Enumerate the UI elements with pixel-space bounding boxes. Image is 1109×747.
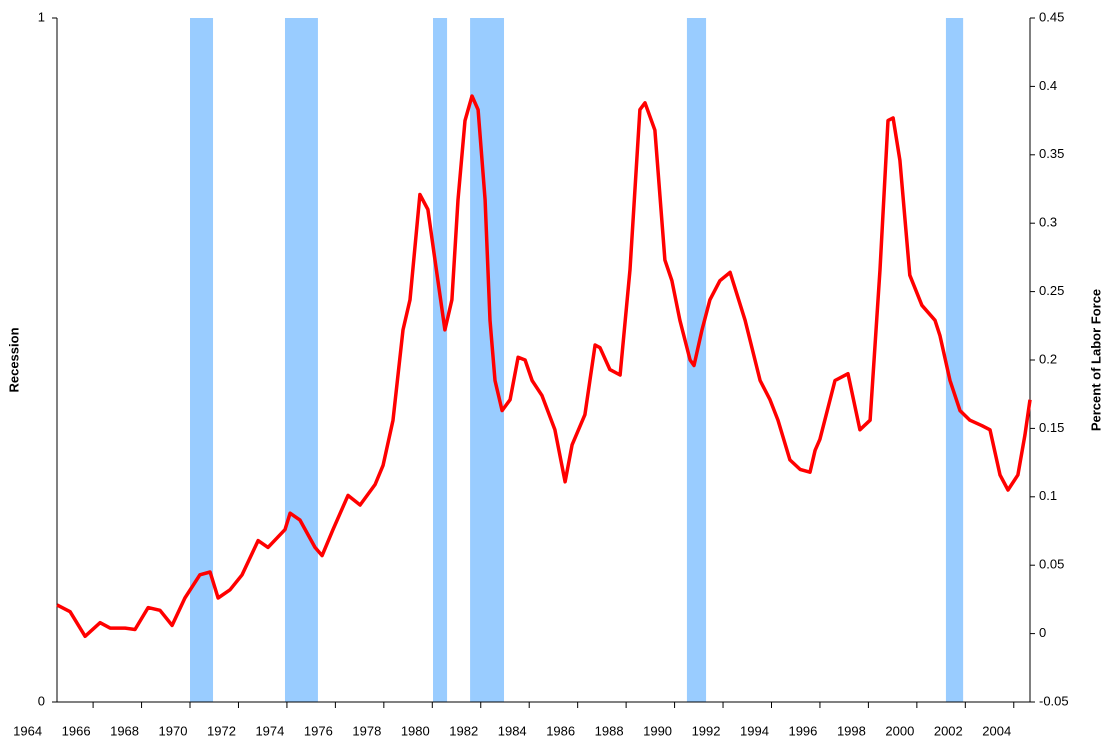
x-tick-label: 1996 [788,723,817,738]
x-tick-label: 1984 [498,723,527,738]
recession-band [284,18,318,702]
x-tick-label: 1992 [692,723,721,738]
x-tick-label: 1988 [595,723,624,738]
x-tick-label: 2000 [885,723,914,738]
x-tick-label: 2002 [934,723,963,738]
y-tick-label: 0 [38,693,45,708]
x-tick-label: 1974 [255,723,284,738]
y-axis-label: Recession [6,327,21,392]
recession-band [470,18,505,702]
y2-tick-label: 0 [1039,625,1046,640]
x-tick-label: 1980 [401,723,430,738]
x-tick-label: 1986 [546,723,575,738]
y2-tick-label: 0.15 [1039,420,1064,435]
y2-tick-label: 0.05 [1039,557,1064,572]
y2-tick-label: 0.1 [1039,488,1057,503]
y2-axis-label: Percent of Labor Force [1088,289,1103,431]
x-tick-label: 1998 [837,723,866,738]
recession-band [190,18,214,702]
x-tick-label: 1964 [13,723,42,738]
x-tick-label: 1968 [110,723,139,738]
recession-band [945,18,964,702]
y2-tick-label: 0.45 [1039,9,1064,24]
y2-tick-label: -0.05 [1039,693,1069,708]
y-tick-label: 1 [38,9,45,24]
y2-tick-label: 0.4 [1039,78,1057,93]
y2-tick-label: 0.3 [1039,215,1057,230]
x-tick-label: 1970 [159,723,188,738]
x-tick-label: 1972 [207,723,236,738]
recession-band [433,18,448,702]
y2-tick-label: 0.35 [1039,146,1064,161]
x-tick-label: 1990 [643,723,672,738]
y2-tick-label: 0.2 [1039,351,1057,366]
x-tick-label: 1978 [352,723,381,738]
x-tick-label: 2004 [982,723,1011,738]
x-tick-label: 1994 [740,723,769,738]
x-tick-label: 1982 [449,723,478,738]
y2-tick-label: 0.25 [1039,283,1064,298]
line-series [56,94,1032,639]
x-tick-label: 1966 [62,723,91,738]
x-tick-label: 1976 [304,723,333,738]
